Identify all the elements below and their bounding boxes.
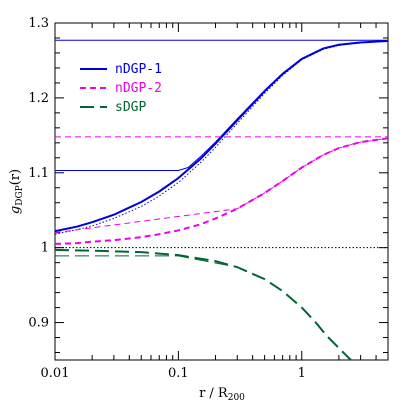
series-line-ndgp-1-dotted xyxy=(55,40,388,235)
y-tick-label: 1.1 xyxy=(28,166,49,181)
x-tick-label: 0.01 xyxy=(41,366,70,381)
x-tick-label: 0.1 xyxy=(168,366,189,381)
x-tick-label: 1 xyxy=(298,366,306,381)
y-axis-label-tail: (r) xyxy=(8,169,23,185)
legend: nDGP-1 nDGP-2 sDGP xyxy=(80,62,162,115)
x-axis-label-main: r / R xyxy=(199,386,229,401)
y-axis-label-sub: DGP xyxy=(15,185,25,205)
series-line-ndgp-1-linear xyxy=(55,40,388,172)
legend-label-sdgp: sDGP xyxy=(115,100,146,115)
series-line-ndgp-2-linear xyxy=(55,137,388,234)
y-axis-label: gDGP(r) xyxy=(8,169,25,214)
x-axis-label: r / R200 xyxy=(199,386,245,403)
y-tick-label: 1 xyxy=(41,241,49,256)
legend-label-ndgp-2: nDGP-2 xyxy=(115,81,162,96)
y-tick-label: 1.3 xyxy=(28,16,49,31)
ticks: 0.01 0.1 1 0.9 1 1.1 1.2 1.3 xyxy=(28,16,389,381)
series-line-sdgp xyxy=(55,248,352,360)
legend-label-ndgp-1: nDGP-1 xyxy=(115,62,162,77)
y-tick-label: 1.2 xyxy=(28,91,49,106)
series-line-sdgp-linear xyxy=(55,255,265,280)
y-axis-label-main: g xyxy=(8,206,23,214)
series-group xyxy=(55,39,388,360)
x-axis-label-sub: 200 xyxy=(228,393,245,403)
y-tick-label: 0.9 xyxy=(28,316,49,331)
plot-frame xyxy=(54,22,389,361)
series-line-ndgp-2 xyxy=(55,137,388,245)
